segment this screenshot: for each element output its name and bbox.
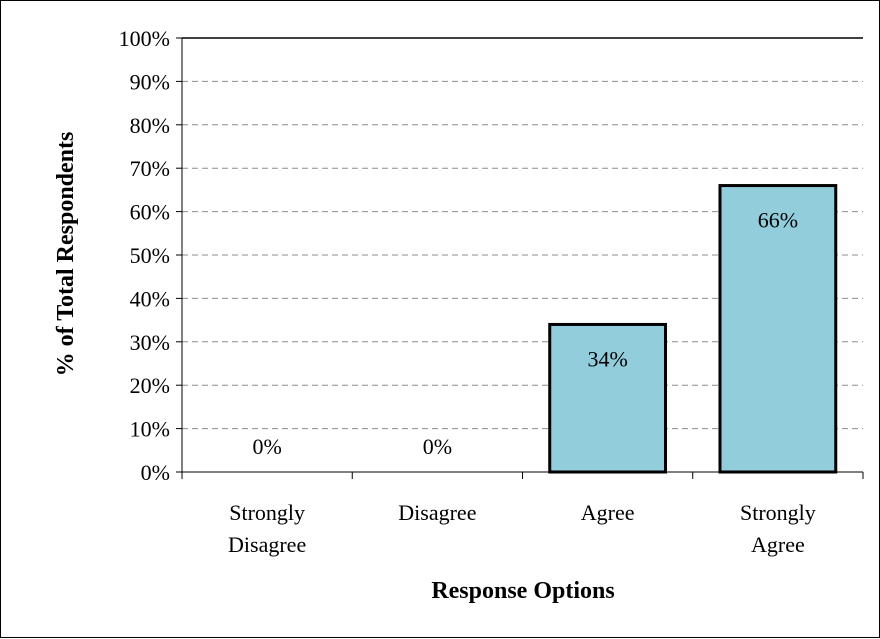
category-label: Disagree bbox=[398, 500, 476, 525]
category-label: Strongly bbox=[229, 500, 305, 525]
data-labels: 0% 0% 34% 66% bbox=[252, 208, 798, 459]
data-label: 0% bbox=[252, 434, 281, 459]
bars bbox=[548, 184, 838, 474]
data-label: 66% bbox=[758, 208, 798, 233]
category-label: Disagree bbox=[228, 532, 306, 557]
category-label: Agree bbox=[581, 500, 635, 525]
y-tick-label: 0% bbox=[141, 460, 170, 485]
y-tick-label: 60% bbox=[130, 200, 170, 225]
y-tick-label: 30% bbox=[130, 330, 170, 355]
data-label: 0% bbox=[423, 434, 452, 459]
bar bbox=[548, 322, 668, 474]
category-label: Agree bbox=[751, 532, 805, 557]
y-tick-label: 100% bbox=[119, 26, 170, 51]
y-tick-label: 40% bbox=[130, 286, 170, 311]
bar bbox=[718, 184, 838, 474]
y-tick-label: 50% bbox=[130, 243, 170, 268]
data-label: 34% bbox=[587, 346, 627, 371]
y-tick-label: 90% bbox=[130, 69, 170, 94]
y-tick-label: 80% bbox=[130, 113, 170, 138]
x-axis-categories: Strongly Disagree Disagree Agree Strongly Agr… bbox=[228, 500, 816, 557]
y-axis-title: % of Total Respondents bbox=[53, 132, 79, 377]
y-axis-ticks: 0% 10% 20% 30% 40% 50% 60% 70% 80% 90% 100% bbox=[119, 26, 170, 485]
gridlines bbox=[176, 37, 864, 479]
y-tick-label: 10% bbox=[130, 417, 170, 442]
x-axis-title: Response Options bbox=[431, 578, 614, 604]
y-tick-label: 20% bbox=[130, 373, 170, 398]
category-label: Strongly bbox=[740, 500, 816, 525]
y-tick-label: 70% bbox=[130, 156, 170, 181]
